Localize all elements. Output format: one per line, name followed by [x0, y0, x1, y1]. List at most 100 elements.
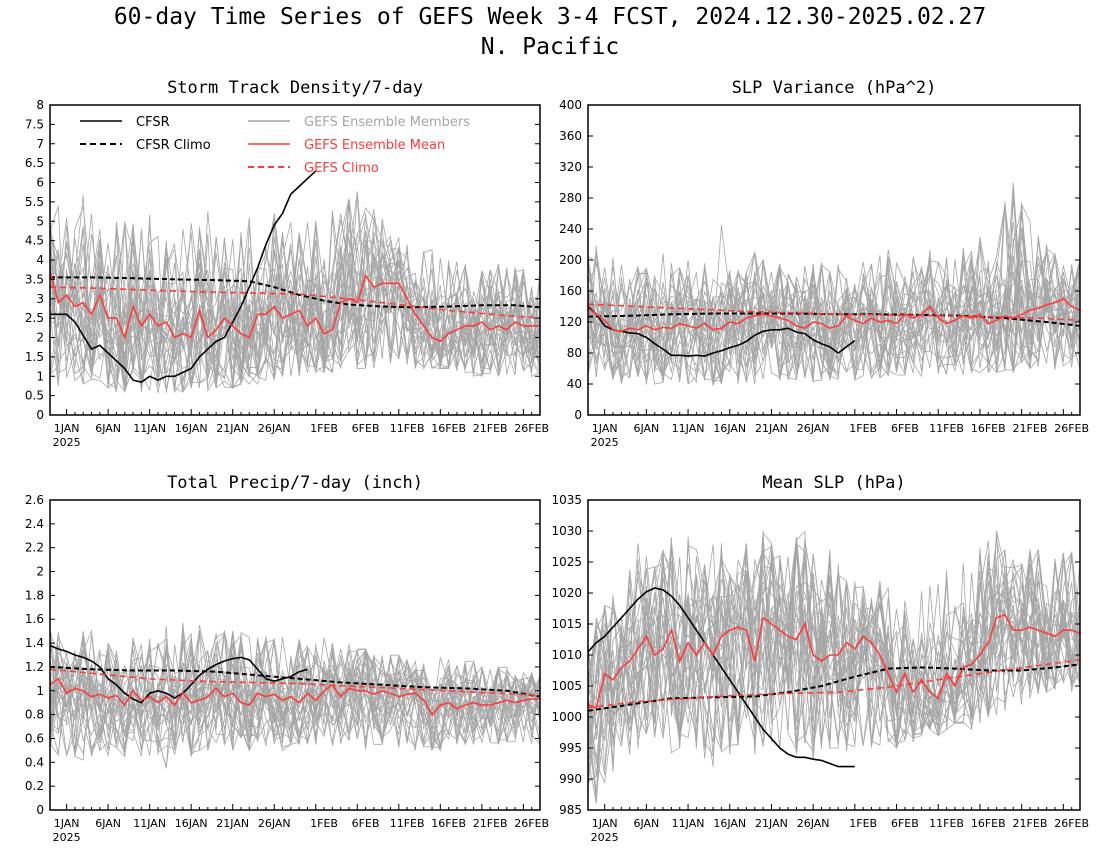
chart-panel-1: Storm Track Density/7-day 0 0.5 1 1.5 2 2.5 3 3.…: [25, 78, 549, 449]
figure-subtitle: N. Pacific: [480, 34, 620, 60]
ensemble-member-line: [50, 196, 540, 380]
cfsr-climo-line: [588, 663, 1080, 712]
ensemble-member-line: [588, 263, 1080, 380]
x-tick-label: 21FEB: [473, 817, 508, 830]
ensemble-member-line: [588, 530, 1080, 742]
x-tick-label: 26JAN: [797, 817, 830, 830]
y-tick-label: 3.5: [25, 272, 44, 286]
x-tick-label: 16JAN: [713, 817, 746, 830]
x-tick-label: 1FEB: [849, 422, 877, 435]
y-tick-label: 2: [36, 565, 44, 579]
x-tick-label: 1FEB: [310, 817, 338, 830]
ensemble-member-line: [588, 206, 1080, 381]
x-tick-label: 6FEB: [352, 422, 380, 435]
y-tick-label: 1.8: [25, 588, 44, 602]
cfsr-line: [588, 587, 855, 768]
y-tick-label: 1005: [551, 679, 582, 693]
chart-panel-2: SLP Variance (hPa^2) 0 40 80 120 160 200 240 280…: [559, 78, 1089, 449]
x-year-label: 2025: [53, 436, 81, 449]
x-year-label: 2025: [53, 831, 81, 844]
ensemble-member-line: [50, 198, 540, 394]
figure-title: 60-day Time Series of GEFS Week 3-4 FCST…: [113, 4, 987, 30]
x-tick-label: 11FEB: [390, 817, 425, 830]
y-tick-label: 0: [36, 803, 44, 817]
plot-area: [50, 170, 540, 394]
x-tick-label: 26FEB: [514, 817, 549, 830]
y-tick-label: 1.5: [25, 350, 44, 364]
ensemble-member-line: [50, 631, 540, 758]
ensemble-member-line: [588, 221, 1080, 381]
x-tick-label: 21FEB: [473, 422, 508, 435]
x-tick-label: 6JAN: [633, 422, 659, 435]
x-tick-label: 21FEB: [1013, 422, 1048, 435]
y-tick-label: 40: [567, 377, 582, 391]
ensemble-member-line: [50, 229, 540, 394]
gefs-mean-line: [588, 297, 1080, 333]
y-tick-label: 1.4: [25, 636, 44, 650]
x-tick-label: 16FEB: [431, 817, 466, 830]
x-tick-label: 11JAN: [133, 817, 166, 830]
ensemble-member-line: [588, 532, 1080, 755]
x-tick-label: 6FEB: [891, 422, 919, 435]
y-tick-label: 6.5: [25, 156, 44, 170]
x-tick-label: 26FEB: [514, 422, 549, 435]
y-tick-label: 1: [36, 684, 44, 698]
x-tick-label: 11JAN: [133, 422, 166, 435]
gefs-mean-line: [50, 271, 540, 343]
y-tick-label: 5: [36, 214, 44, 228]
plot-area: [588, 182, 1080, 386]
x-tick-label: 16JAN: [175, 817, 208, 830]
y-tick-label: 4: [36, 253, 44, 267]
y-tick-label: 2.6: [25, 493, 44, 507]
x-tick-label: 16FEB: [431, 422, 466, 435]
x-tick-label: 11FEB: [390, 422, 425, 435]
gefs-climo-line: [588, 659, 1080, 709]
ensemble-member-line: [588, 227, 1080, 378]
x-tick-label: 6JAN: [95, 422, 121, 435]
y-tick-label: 120: [559, 315, 582, 329]
y-tick-label: 1.2: [25, 660, 44, 674]
plot-frame: [49, 499, 541, 811]
ensemble-member-line: [50, 649, 540, 755]
x-year-label: 2025: [591, 831, 619, 844]
y-tick-label: 8: [36, 98, 44, 112]
cfsr-line: [50, 170, 317, 383]
x-tick-label: 26JAN: [258, 422, 291, 435]
y-tick-label: 1.6: [25, 612, 44, 626]
panel-title: Mean SLP (hPa): [762, 473, 905, 493]
y-tick-label: 7.5: [25, 117, 44, 131]
ensemble-member-line: [50, 644, 540, 757]
y-tick-label: 4.5: [25, 234, 44, 248]
cfsr-line: [50, 644, 308, 704]
y-tick-label: 200: [559, 253, 582, 267]
y-tick-label: 0.8: [25, 708, 44, 722]
x-tick-label: 1JAN: [592, 422, 618, 435]
x-tick-label: 1JAN: [592, 817, 618, 830]
y-tick-label: 1035: [551, 493, 582, 507]
y-tick-label: 1: [36, 369, 44, 383]
x-tick-label: 11FEB: [929, 422, 964, 435]
x-tick-label: 1JAN: [54, 422, 80, 435]
x-tick-label: 21FEB: [1013, 817, 1048, 830]
x-tick-label: 21JAN: [216, 422, 249, 435]
y-tick-label: 240: [559, 222, 582, 236]
y-tick-label: 0.5: [25, 389, 44, 403]
ensemble-member-line: [50, 223, 540, 379]
gefs-mean-line: [588, 613, 1080, 709]
y-tick-label: 1010: [551, 648, 582, 662]
y-tick-label: 1015: [551, 617, 582, 631]
panel-title: Total Precip/7-day (inch): [167, 473, 423, 493]
y-tick-label: 280: [559, 191, 582, 205]
x-tick-label: 26JAN: [258, 817, 291, 830]
ensemble-member-line: [50, 217, 540, 392]
chart-panel-4: Mean SLP (hPa) 985 990 995 1000 1005 1010 1015 1…: [551, 473, 1089, 844]
y-tick-label: 6: [36, 176, 44, 190]
x-tick-label: 1JAN: [54, 817, 80, 830]
ensemble-member-line: [50, 622, 540, 752]
legend-cfsr-climo-label: CFSR Climo: [136, 138, 211, 153]
x-tick-label: 6FEB: [352, 817, 380, 830]
cfsr-climo-line: [50, 276, 540, 309]
x-tick-label: 16FEB: [971, 422, 1006, 435]
x-tick-label: 6JAN: [633, 817, 659, 830]
